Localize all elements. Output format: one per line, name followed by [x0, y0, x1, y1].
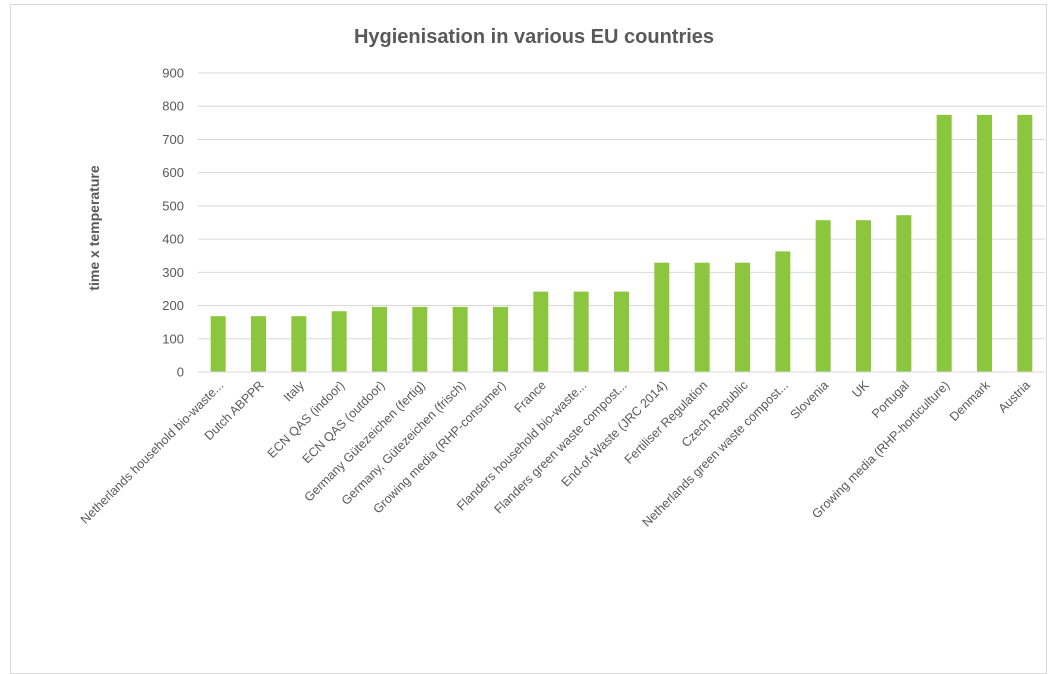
x-category-label: France	[512, 378, 549, 415]
chart-title: Hygienisation in various EU countries	[354, 26, 714, 48]
bar	[533, 291, 549, 372]
y-tick-label: 800	[162, 99, 184, 114]
y-tick-label: 0	[177, 365, 184, 380]
bar	[977, 114, 992, 373]
bar	[654, 262, 670, 372]
y-tick-label: 400	[162, 232, 184, 247]
y-tick-label: 700	[162, 132, 184, 147]
x-axis-categories: Netherlands household bio-waste...Dutch …	[78, 378, 1033, 530]
y-tick-label: 200	[162, 298, 184, 313]
bar	[856, 220, 871, 372]
y-axis-ticks: 0 100 200 300 400 500 600 700 800 900	[162, 66, 184, 380]
bar	[573, 291, 589, 372]
bar	[896, 215, 912, 372]
bar	[775, 251, 791, 372]
bar	[815, 220, 831, 372]
y-tick-label: 300	[162, 265, 184, 280]
bar	[331, 311, 347, 372]
y-tick-label: 100	[162, 331, 184, 346]
y-tick-label: 600	[162, 165, 184, 180]
bar	[614, 291, 629, 372]
bar	[372, 306, 387, 372]
bars	[210, 114, 1033, 373]
x-category-label: Italy	[281, 378, 308, 405]
x-category-label: Denmark	[947, 378, 993, 424]
bar	[735, 262, 750, 372]
y-tick-label: 900	[162, 66, 184, 81]
x-category-label: Netherlands green waste compost...	[640, 378, 791, 529]
x-category-label: Slovenia	[787, 378, 831, 422]
bar	[251, 316, 266, 372]
bar	[412, 306, 428, 372]
x-category-label: Austria	[996, 378, 1033, 415]
x-category-label: ECN QAS (indoor)	[265, 378, 348, 461]
x-category-label: UK	[849, 378, 872, 401]
bar	[936, 114, 952, 373]
y-tick-label: 500	[162, 198, 184, 213]
bar	[694, 262, 710, 372]
bar	[210, 316, 226, 372]
y-axis-label: time x temperature	[86, 165, 102, 290]
bar	[493, 306, 508, 372]
x-category-label: Netherlands household bio-waste...	[78, 378, 226, 526]
bar	[291, 316, 307, 372]
bar	[452, 306, 468, 372]
bar	[1017, 114, 1033, 373]
